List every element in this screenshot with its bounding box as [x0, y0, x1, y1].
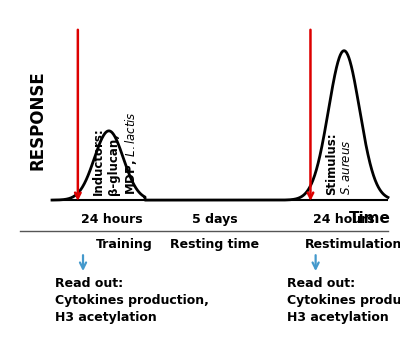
- Text: Stimulus:
$\it{S. aureus}$: Stimulus: $\it{S. aureus}$: [325, 132, 353, 195]
- Y-axis label: RESPONSE: RESPONSE: [28, 70, 46, 170]
- Text: Inductors:
β-glucan,
MDP, $\it{L. lactis}$: Inductors: β-glucan, MDP, $\it{L. lactis…: [92, 111, 139, 195]
- Text: 5 days: 5 days: [192, 213, 238, 226]
- Text: Read out:
Cytokines production,
H3 acetylation: Read out: Cytokines production, H3 acety…: [287, 277, 400, 324]
- Text: Resting time: Resting time: [170, 238, 259, 251]
- Text: 24 hours: 24 hours: [81, 213, 142, 226]
- Text: Read out:
Cytokines production,
H3 acetylation: Read out: Cytokines production, H3 acety…: [54, 277, 208, 324]
- Text: 24 hours: 24 hours: [313, 213, 375, 226]
- Text: Training: Training: [96, 238, 153, 251]
- Text: Restimulation: Restimulation: [305, 238, 400, 251]
- Text: Time: Time: [349, 211, 390, 226]
